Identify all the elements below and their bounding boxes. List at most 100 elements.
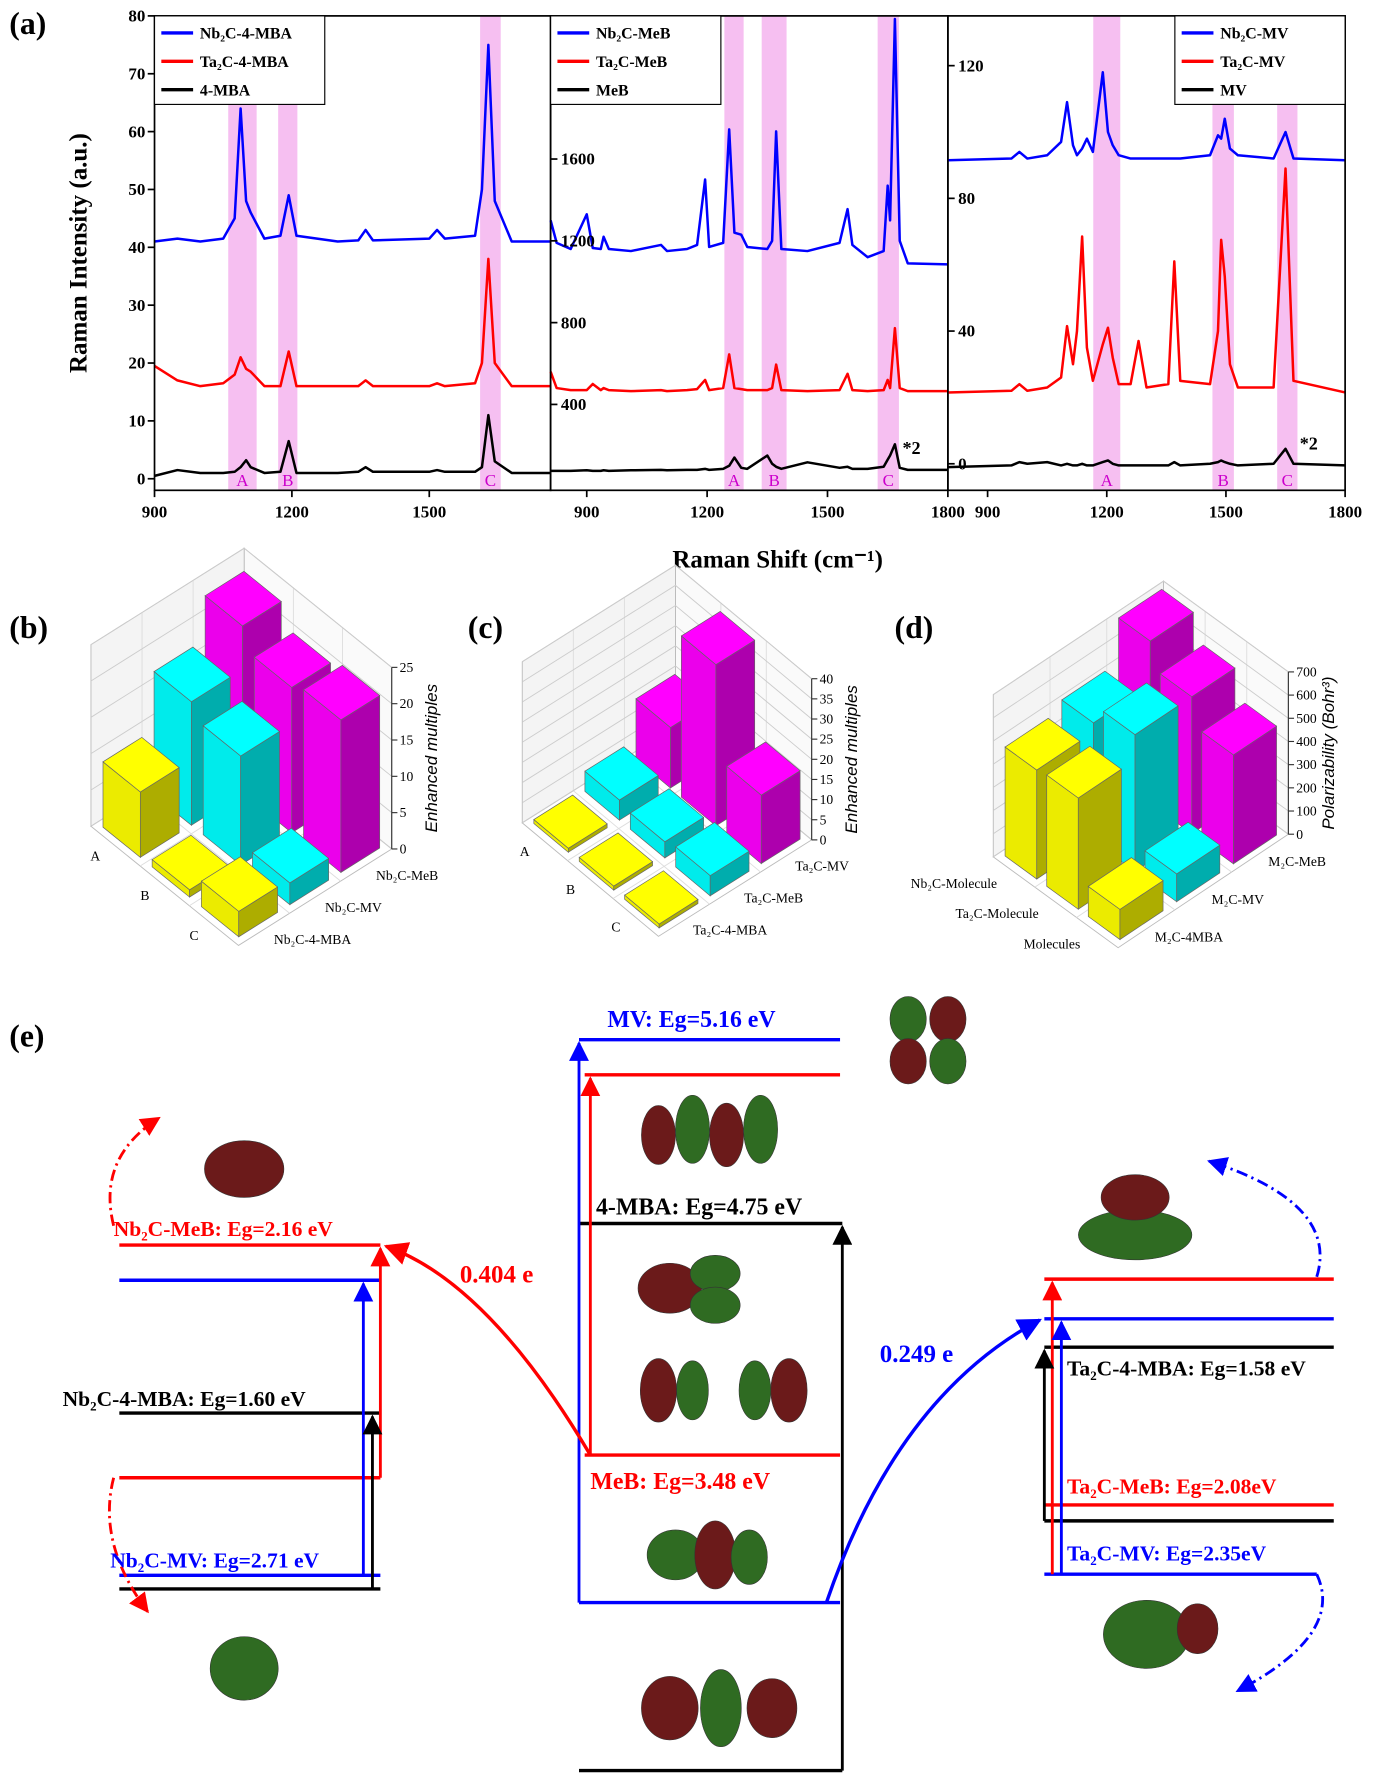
y-tick-label: 0 xyxy=(137,469,146,488)
orbital-lobe xyxy=(770,1358,808,1423)
series-label: Nb₂C-MeB xyxy=(376,868,438,883)
bar-top xyxy=(1201,702,1278,756)
bar xyxy=(1087,857,1164,941)
orbital-lobe xyxy=(929,996,967,1043)
band-label: A xyxy=(728,471,741,490)
bar3d-chart: 0 5 10 15 20 25 30 35 40 Enhanced multiples A B C Ta₂… xyxy=(520,564,861,938)
energy-level xyxy=(119,1243,381,1480)
category-label: B xyxy=(140,888,149,903)
energy-diagram xyxy=(108,1037,1334,1773)
bar-top xyxy=(102,736,180,793)
level-label: MeB: Eg=3.48 eV xyxy=(590,1469,770,1495)
grid-line xyxy=(993,580,1289,695)
energy-level xyxy=(1044,1317,1334,1576)
panel-label: (e) xyxy=(9,1018,44,1053)
spectrum-line xyxy=(154,43,551,243)
bar xyxy=(1144,821,1221,903)
highlight-band xyxy=(877,15,899,491)
highlight-band xyxy=(1093,15,1121,491)
orbital-lobe xyxy=(1100,1174,1170,1221)
bar xyxy=(578,832,654,891)
legend-label: MeB xyxy=(596,82,629,99)
bar xyxy=(584,746,659,821)
series-label: M₂C-4MBA xyxy=(1155,930,1223,945)
x-tick-label: 900 xyxy=(574,503,600,522)
series-label: M₂C-MV xyxy=(1212,892,1265,907)
transfer-arrow xyxy=(824,1318,1042,1604)
bar-top xyxy=(1087,857,1164,910)
z-tick-label: 0 xyxy=(820,832,827,847)
orbital-lobe xyxy=(640,1358,677,1423)
y-tick-label: 20 xyxy=(128,354,145,373)
y-tick-label: 40 xyxy=(958,322,975,341)
bar xyxy=(675,821,750,897)
z-tick-label: 600 xyxy=(1296,688,1317,703)
category-label: A xyxy=(520,844,530,859)
orbital-lobe xyxy=(641,1105,676,1165)
y-tick-label: 80 xyxy=(128,7,145,26)
orbital-lobe xyxy=(743,1094,778,1164)
y-tick-label: 30 xyxy=(128,296,145,315)
orbital-lobe xyxy=(694,1520,736,1590)
x-tick-label: 900 xyxy=(142,503,168,522)
grid-line xyxy=(522,645,812,760)
panel-label: (d) xyxy=(895,610,934,645)
level-label: Ta₂C-4-MBA: Eg=1.58 eV xyxy=(1067,1357,1306,1381)
z-tick-label: 500 xyxy=(1296,711,1317,726)
y-tick-label: 1600 xyxy=(561,150,595,169)
bar xyxy=(533,794,608,853)
y-axis-label: Raman Intensity (a.u.) xyxy=(65,133,92,373)
orbital-lobe xyxy=(929,1038,967,1085)
band-label: B xyxy=(768,471,779,490)
bar-top xyxy=(202,700,281,757)
orbital-lobe xyxy=(689,1286,741,1324)
y-tick-label: 60 xyxy=(128,122,145,141)
series-label: M₂C-MeB xyxy=(1268,854,1326,869)
x-tick-label: 1200 xyxy=(1090,503,1124,522)
legend-label: Nb₂C-MV xyxy=(1220,26,1289,43)
spectrum-line xyxy=(549,17,948,266)
spectrum-line xyxy=(947,167,1346,394)
level-label: 4-MBA: Eg=4.75 eV xyxy=(596,1194,802,1220)
bar-top xyxy=(1102,682,1179,736)
bar-top xyxy=(578,832,654,887)
bar-top xyxy=(726,741,801,796)
series-label: Ta₂C-MeB xyxy=(744,890,803,905)
level-label: Ta₂C-MV: Eg=2.35eV xyxy=(1067,1542,1267,1566)
z-tick-label: 0 xyxy=(400,842,407,857)
orbital-arrow xyxy=(108,1116,161,1227)
z-tick-label: 35 xyxy=(820,691,834,706)
bar xyxy=(202,700,281,866)
z-tick-label: 30 xyxy=(820,712,834,727)
bar-side xyxy=(340,694,381,874)
bar-top xyxy=(200,856,279,912)
grid-line xyxy=(90,547,393,668)
z-tick-label: 100 xyxy=(1296,804,1317,819)
grid-line xyxy=(522,564,812,680)
grid-line xyxy=(522,625,812,740)
orbital-lobe xyxy=(1176,1603,1219,1654)
z-tick-label: 700 xyxy=(1296,664,1317,679)
bar-top xyxy=(533,794,608,849)
series-label: Ta₂C-4-MBA xyxy=(693,923,767,938)
orbital-lobe xyxy=(675,1094,710,1164)
grid-line xyxy=(522,665,812,780)
orbital-lobe xyxy=(641,1676,699,1741)
energy-level xyxy=(119,1278,381,1578)
energy-level xyxy=(1044,1345,1334,1523)
energy-level xyxy=(579,1037,841,1605)
orbital-lobe xyxy=(709,1102,744,1168)
highlight-band xyxy=(761,15,787,491)
x-tick-label: 1200 xyxy=(690,503,724,522)
legend-label: Ta₂C-MV xyxy=(1220,54,1286,71)
orbital-arrow xyxy=(1235,1573,1325,1693)
z-tick-label: 25 xyxy=(400,660,414,675)
bar-top xyxy=(251,827,330,884)
y-tick-label: 1200 xyxy=(561,232,595,251)
panel-label: (a) xyxy=(9,6,46,41)
y-tick-label: 10 xyxy=(128,412,145,431)
x-tick-label: 1500 xyxy=(810,503,844,522)
orbital-lobe xyxy=(746,1678,798,1738)
band-label: B xyxy=(1217,471,1228,490)
